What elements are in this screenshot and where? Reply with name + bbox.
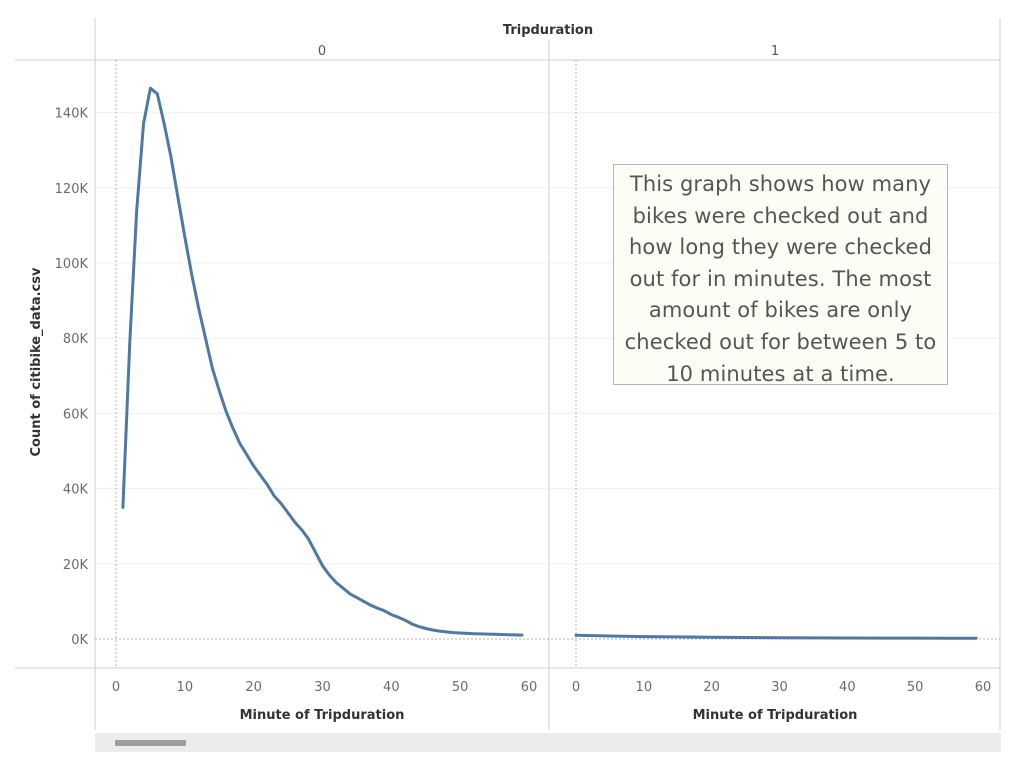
x-tick-label: 20 bbox=[703, 680, 720, 695]
y-tick-label: 0K bbox=[71, 633, 88, 648]
x-tick-label: 40 bbox=[383, 680, 400, 695]
x-tick-label: 0 bbox=[112, 680, 120, 695]
x-tick-label: 0 bbox=[572, 680, 580, 695]
series-line-1 bbox=[574, 633, 978, 640]
y-tick-label: 100K bbox=[55, 257, 89, 272]
x-tick-label: 60 bbox=[521, 680, 538, 695]
y-axis-title: Count of citibike_data.csv bbox=[29, 267, 44, 456]
x-tick-label: 10 bbox=[177, 680, 194, 695]
series-lines bbox=[121, 86, 978, 640]
x-tick-label: 10 bbox=[636, 680, 653, 695]
y-tick-label: 60K bbox=[63, 407, 89, 422]
y-axis: 0K 20K 40K 60K 80K 100K 120K 140K bbox=[55, 107, 89, 648]
y-tick-label: 20K bbox=[63, 558, 89, 573]
y-tick-label: 140K bbox=[55, 107, 89, 122]
x-axes: 0 10 20 30 40 50 60 0 10 20 30 40 50 60 bbox=[112, 680, 991, 695]
x-tick-label: 50 bbox=[452, 680, 469, 695]
pane-label-1: 1 bbox=[771, 44, 779, 59]
chart-frame bbox=[15, 18, 1001, 730]
x-tick-label: 20 bbox=[245, 680, 262, 695]
x-axis-title-1: Minute of Tripduration bbox=[693, 708, 858, 723]
annotation-box: This graph shows how many bikes were che… bbox=[613, 164, 948, 386]
x-tick-label: 50 bbox=[907, 680, 924, 695]
y-tick-label: 120K bbox=[55, 182, 89, 197]
pane-label-0: 0 bbox=[318, 44, 326, 59]
x-tick-label: 40 bbox=[839, 680, 856, 695]
header-title: Tripduration bbox=[503, 23, 593, 38]
x-axis-title-0: Minute of Tripduration bbox=[240, 708, 405, 723]
horizontal-scrollbar[interactable] bbox=[95, 733, 1001, 752]
scrollbar-thumb[interactable] bbox=[115, 740, 186, 746]
x-tick-label: 60 bbox=[975, 680, 992, 695]
series-line-0 bbox=[121, 86, 524, 637]
y-tick-label: 40K bbox=[63, 483, 89, 498]
y-tick-label: 80K bbox=[63, 332, 89, 347]
x-tick-label: 30 bbox=[771, 680, 788, 695]
x-tick-label: 30 bbox=[314, 680, 331, 695]
